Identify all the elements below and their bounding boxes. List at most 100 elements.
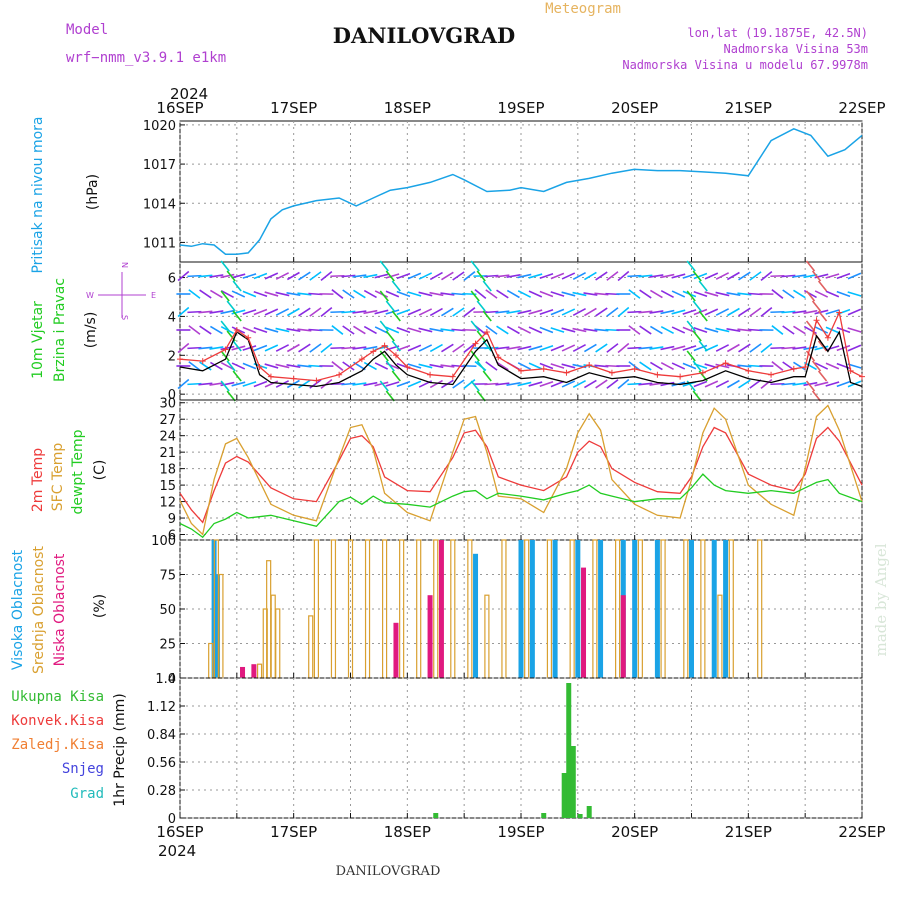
wind-barb — [407, 327, 422, 333]
wind-barb — [517, 345, 532, 351]
legend-hail: Grad — [70, 786, 104, 802]
wind-barb — [418, 327, 433, 333]
wind-barb-strong — [391, 280, 401, 292]
wind-barb — [495, 310, 510, 314]
gust-marker — [222, 346, 229, 353]
bar-high — [711, 540, 717, 678]
cloud-ylabel: Visoka Oblacnost Srednja Oblacnost Niska… — [10, 546, 108, 674]
wind-barb — [418, 272, 433, 280]
wind-barb — [726, 307, 740, 317]
time-tick-top: 18SEP — [384, 99, 431, 117]
bar-high — [552, 540, 558, 678]
wind-compass: W E N S — [86, 262, 156, 320]
wind-barb — [418, 308, 433, 316]
wind-barb-strong — [470, 290, 480, 302]
wind-barb — [649, 325, 663, 335]
wind-barb — [627, 346, 642, 350]
wind-barb — [463, 307, 476, 317]
wind-barb — [726, 379, 740, 389]
y-tick-label: 9 — [168, 512, 176, 527]
wind-barb — [441, 307, 454, 317]
wind-barb — [242, 381, 257, 387]
y-tick-label: 1.4 — [155, 672, 176, 687]
wind-barb — [286, 291, 301, 297]
wind-barb — [385, 290, 400, 298]
cloud-mid-title: Srednja Oblacnost — [31, 546, 47, 674]
wind-barb-strong — [476, 270, 486, 282]
cloud-high-title: Visoka Oblacnost — [10, 549, 26, 670]
wind-barb — [374, 309, 389, 315]
wind-barb — [847, 344, 862, 352]
wind-barb — [660, 362, 674, 370]
wind-barb — [177, 306, 190, 318]
wind-barb-strong — [226, 390, 236, 402]
wind-barb — [704, 327, 719, 333]
bar-low — [581, 567, 587, 678]
wind-barb — [583, 307, 597, 317]
gust-marker — [745, 367, 752, 374]
wind-barb — [220, 309, 235, 315]
wind-barb — [550, 327, 565, 333]
wind-barb — [649, 310, 664, 314]
wind-barb-strong — [817, 280, 828, 292]
wind-barb — [209, 325, 223, 335]
wind-barb — [671, 309, 686, 315]
wind-barb — [264, 363, 279, 369]
wind-barb — [297, 364, 312, 368]
bar-mid — [757, 539, 763, 679]
wind-barb — [363, 345, 378, 351]
wind-barb-strong — [817, 370, 828, 382]
legend-convective-rain: Konvek.Kisa — [11, 713, 104, 729]
y-tick-label: 2 — [168, 349, 176, 364]
wind-barb — [836, 290, 851, 298]
wind-barb — [474, 288, 487, 300]
wind-barb — [792, 274, 807, 278]
wind-barb — [177, 342, 190, 354]
wind-barb — [242, 309, 257, 315]
wind-barb-strong — [379, 260, 389, 272]
wind-barb — [220, 290, 234, 298]
gust-marker — [495, 354, 502, 361]
wind-barb — [353, 289, 366, 299]
wind-barb — [187, 346, 202, 350]
bar-mid — [256, 663, 263, 679]
wind-barb — [352, 346, 367, 350]
wind-barb — [715, 308, 730, 316]
wind-barb — [242, 362, 257, 370]
wind-barb — [561, 327, 576, 333]
y-tick-label: 1017 — [143, 158, 176, 173]
wind-barb — [331, 325, 344, 335]
wind-barb-strong — [385, 360, 395, 372]
wind-barb — [638, 382, 653, 386]
gust-marker — [790, 365, 797, 372]
wind-barb — [209, 346, 224, 350]
wind-barb — [792, 310, 807, 314]
wind-barb — [429, 271, 443, 281]
wind-barb — [561, 363, 576, 369]
wind-barb — [220, 273, 235, 279]
wind-barb — [561, 380, 576, 388]
wind-barb — [671, 290, 686, 298]
cloud-low-title: Niska Oblacnost — [52, 553, 68, 666]
wind-barb — [199, 325, 212, 335]
wind-barb — [506, 309, 521, 315]
wind-barb — [715, 272, 730, 280]
wind-barb-strong — [692, 390, 702, 402]
wind-barb — [660, 309, 675, 315]
wind-barb-strong — [811, 270, 822, 282]
bar-low — [620, 595, 626, 678]
series-line-t2m — [179, 426, 863, 524]
wind-barb-strong — [470, 350, 480, 362]
wind-barb — [209, 310, 224, 314]
series-line-dewpt — [179, 473, 863, 539]
wind-barb — [528, 362, 543, 370]
wind-barb-strong — [232, 310, 242, 322]
wind-barb — [660, 326, 674, 334]
time-tick-bottom: 22SEP — [838, 823, 885, 841]
wind-barb — [341, 310, 356, 314]
wind-barb — [836, 380, 851, 388]
wind-barb — [177, 378, 190, 390]
y-tick-label: 0 — [168, 388, 176, 403]
wind-barb — [341, 346, 356, 350]
